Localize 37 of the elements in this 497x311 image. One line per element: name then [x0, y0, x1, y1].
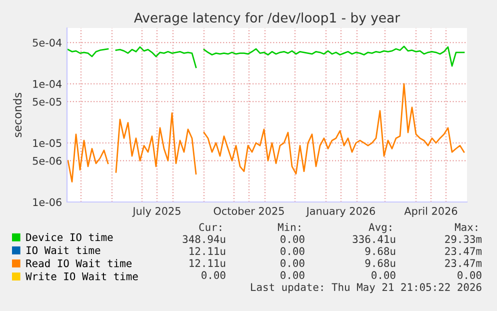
text: 23.47m — [445, 247, 482, 256]
y-tick-label: 1e-05 — [33, 139, 62, 148]
text: 0.00 — [280, 259, 304, 268]
text: 9.68u — [365, 259, 396, 268]
text: 336.41u — [352, 235, 396, 244]
text: Last update: Thu May 21 21:05:22 2026 — [251, 282, 482, 294]
text: 348.94u — [182, 235, 226, 244]
x-tick-label: July 2025 — [132, 206, 180, 217]
text: 23.47m — [445, 259, 482, 268]
legend-label: IO Wait time — [26, 246, 100, 254]
chart-title: Average latency for /dev/loop1 - by year — [134, 12, 400, 26]
text: 0.00 — [280, 247, 304, 256]
text: 0.00 — [202, 271, 226, 280]
text: 0.00 — [280, 271, 304, 280]
text: 9.68u — [365, 247, 396, 256]
x-tick-label: October 2025 — [214, 206, 284, 215]
y-tick-label: 5e-06 — [32, 156, 62, 165]
y-axis-title: seconds — [13, 92, 22, 138]
y-tick-label: 1e-04 — [33, 80, 62, 88]
legend-label: Read IO Wait time — [26, 259, 132, 268]
text: Avg: — [368, 223, 392, 234]
text: 0.00 — [458, 271, 482, 280]
x-tick-label: January 2026 — [306, 207, 375, 217]
y-tick-label: 1e-06 — [33, 198, 62, 206]
text: 0.00 — [372, 271, 396, 280]
text: Cur: — [199, 223, 222, 232]
text: 12.11u — [190, 259, 226, 268]
text: 12.11u — [190, 247, 226, 256]
legend-label: Write IO Wait time — [26, 272, 138, 280]
y-tick-label: 5e-05 — [32, 98, 62, 106]
text: Min: — [278, 222, 300, 231]
text: 29.33m — [445, 235, 482, 244]
text: 0.00 — [280, 235, 304, 244]
y-tick-label: 5e-04 — [32, 38, 62, 47]
text: Max: — [454, 223, 478, 232]
legend-label: Device IO time — [26, 233, 113, 242]
x-tick-label: April 2026 — [404, 206, 458, 217]
